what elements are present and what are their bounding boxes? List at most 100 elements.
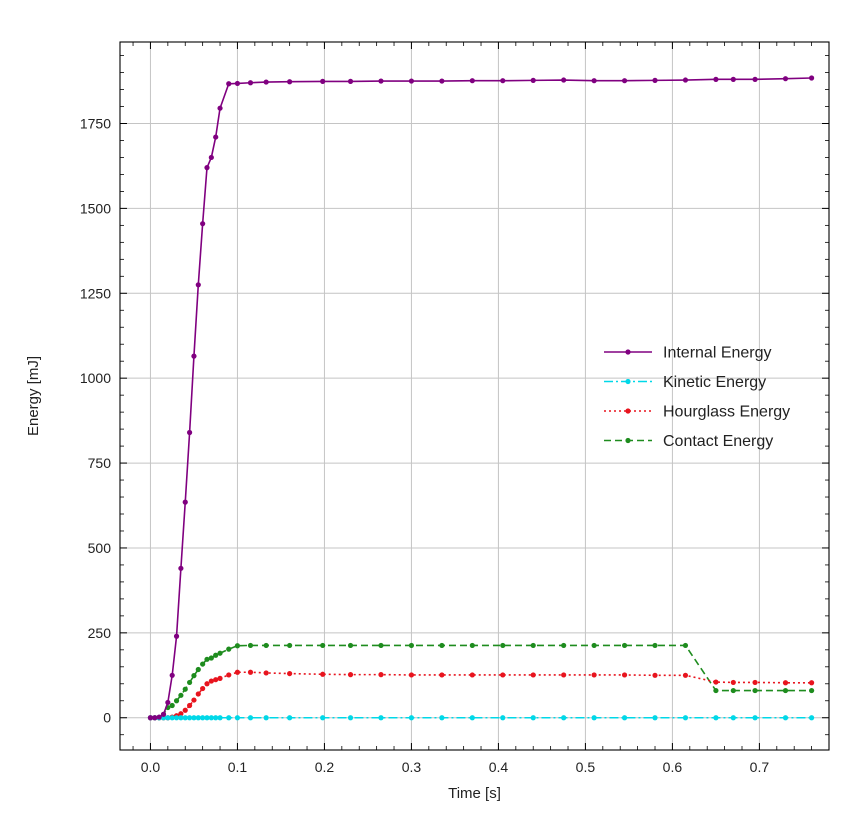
data-point	[160, 711, 167, 717]
data-point	[226, 715, 232, 721]
data-point	[561, 715, 567, 721]
data-point	[200, 685, 206, 692]
data-point	[378, 78, 384, 84]
data-point	[782, 76, 789, 82]
data-point	[191, 353, 197, 359]
data-point	[782, 687, 789, 694]
data-point	[182, 715, 188, 721]
data-point	[591, 715, 597, 721]
data-point	[621, 715, 628, 721]
data-point	[247, 669, 254, 675]
data-point	[500, 642, 506, 649]
data-point	[182, 686, 188, 692]
data-point	[263, 79, 269, 85]
x-axis-label: Time [s]	[448, 785, 501, 802]
data-point	[713, 679, 719, 685]
data-point	[182, 707, 188, 713]
data-point	[713, 715, 719, 721]
data-point	[752, 687, 758, 694]
y-tick-label: 0	[103, 710, 111, 726]
data-point	[439, 672, 445, 678]
data-point	[208, 715, 214, 721]
data-point	[652, 77, 658, 83]
data-point	[217, 105, 223, 111]
series-group	[147, 75, 815, 721]
data-point	[200, 661, 206, 667]
y-tick-label: 250	[88, 625, 112, 641]
series-kinetic-energy	[147, 715, 815, 721]
data-point	[208, 655, 214, 661]
data-point	[752, 76, 758, 82]
series-line	[150, 77, 812, 719]
data-point	[247, 715, 254, 721]
data-point	[652, 672, 658, 678]
data-point	[500, 715, 506, 721]
data-point	[730, 687, 736, 694]
data-point	[213, 134, 219, 140]
data-point	[713, 687, 719, 694]
data-point	[782, 680, 789, 686]
series-internal-energy	[147, 75, 815, 721]
data-point	[287, 715, 293, 721]
data-point	[530, 672, 536, 678]
data-point	[469, 78, 475, 84]
x-tick-label: 0.7	[750, 759, 770, 775]
data-point	[247, 642, 254, 649]
data-point	[152, 715, 158, 721]
data-point	[809, 680, 815, 686]
data-point	[234, 669, 241, 675]
y-tick-label: 750	[88, 455, 112, 471]
data-point	[186, 715, 193, 721]
data-point	[263, 642, 269, 649]
x-tick-label: 0.6	[663, 759, 683, 775]
data-point	[217, 715, 223, 721]
y-tick-label: 500	[88, 540, 112, 556]
data-point	[439, 78, 445, 84]
data-point	[561, 77, 567, 83]
data-point	[191, 715, 197, 721]
y-tick-label: 1250	[80, 285, 111, 301]
data-point	[378, 715, 384, 721]
data-point	[347, 715, 354, 721]
y-tick-label: 1750	[80, 115, 111, 131]
data-point	[208, 678, 214, 684]
y-tick-label: 1000	[80, 370, 111, 386]
data-point	[186, 702, 193, 709]
data-point	[730, 76, 736, 82]
data-point	[234, 80, 241, 87]
data-point	[621, 78, 628, 84]
data-point	[652, 642, 658, 649]
plot-frame	[119, 41, 830, 751]
data-point	[320, 78, 326, 84]
data-point	[186, 679, 193, 686]
legend-marker	[625, 408, 631, 414]
data-point	[178, 711, 184, 717]
data-point	[621, 672, 628, 678]
data-point	[682, 715, 689, 721]
data-point	[204, 656, 210, 662]
data-point	[287, 670, 293, 677]
x-tick-label: 0.5	[576, 759, 596, 775]
data-point	[234, 715, 241, 721]
legend-marker	[625, 437, 631, 444]
data-point	[591, 78, 597, 84]
legend-label: Contact Energy	[663, 433, 773, 450]
data-point	[213, 677, 219, 683]
series-hourglass-energy	[147, 669, 815, 721]
legend: Internal Energy Kinetic Energy Hourglass E…	[604, 345, 790, 450]
data-point	[530, 642, 536, 649]
data-point	[213, 652, 219, 658]
legend-label: Kinetic Energy	[663, 374, 766, 391]
data-point	[226, 646, 232, 652]
data-point	[200, 221, 206, 227]
data-point	[156, 714, 162, 720]
x-tick-label: 0.0	[141, 759, 161, 775]
data-point	[408, 78, 415, 84]
x-tick-label: 0.3	[402, 759, 422, 775]
series-line	[150, 671, 812, 719]
data-point	[682, 77, 689, 83]
data-point	[320, 642, 326, 649]
data-point	[234, 643, 241, 649]
